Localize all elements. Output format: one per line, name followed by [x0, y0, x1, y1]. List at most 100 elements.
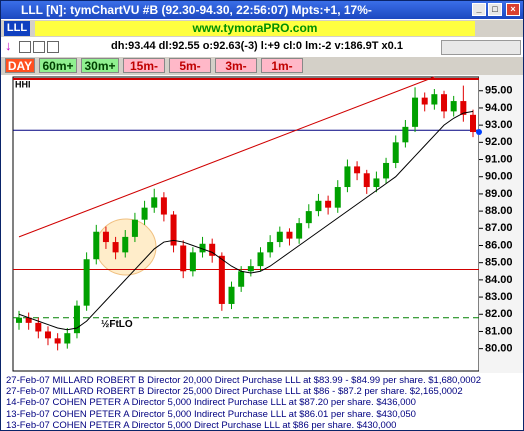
- candle-body: [16, 317, 22, 323]
- candle-body: [218, 255, 225, 304]
- y-tick-label: 86.00: [485, 239, 513, 251]
- minimize-button[interactable]: _: [472, 3, 486, 16]
- arrow-icon[interactable]: ↓: [5, 38, 12, 53]
- candle-body: [373, 178, 380, 188]
- candle-body: [35, 322, 42, 332]
- y-tick-label: 81.00: [485, 325, 513, 337]
- y-tick-label: 89.00: [485, 188, 513, 200]
- y-tick-label: 91.00: [485, 153, 513, 165]
- symbol-row: LLL www.tymoraPRO.com: [1, 20, 523, 37]
- insider-list: 27-Feb-07 MILLARD ROBERT B Director 20,0…: [6, 375, 482, 431]
- checkbox[interactable]: [19, 41, 31, 53]
- timeframe-button[interactable]: 5m-: [169, 58, 211, 73]
- candle-body: [276, 231, 283, 243]
- candle-body: [431, 94, 438, 105]
- candle-body: [160, 197, 167, 215]
- candle-body: [93, 231, 100, 260]
- candle-body: [180, 245, 187, 272]
- insider-line: 14-Feb-07 COHEN PETER A Director 5,000 I…: [6, 397, 416, 409]
- chart: 80.00 81.00 82.00 83.00 84.00 85.00 86.00 87.00…: [12, 75, 523, 373]
- y-tick-label: 95.00: [485, 85, 513, 97]
- close-button[interactable]: ×: [506, 3, 520, 16]
- candle-body: [247, 266, 254, 272]
- insider-line: 27-Feb-07 MILLARD ROBERT B Director 20,0…: [6, 375, 482, 386]
- maximize-button[interactable]: □: [488, 3, 502, 16]
- moving-average: [18, 110, 474, 331]
- candle-body: [141, 207, 148, 220]
- timeframe-row: DAY 60m+ 30m+ 15m- 5m- 3m- 1m-: [1, 57, 523, 75]
- candle-body: [305, 211, 312, 224]
- candle-body: [363, 173, 370, 188]
- candle-body: [354, 166, 361, 174]
- candle-body: [344, 166, 351, 188]
- candle-body: [286, 231, 293, 239]
- status-row: ↓ dh:93.44 dl:92.55 o:92.63(-3) l:+9 cl:…: [1, 38, 523, 56]
- timeframe-button[interactable]: 15m-: [123, 58, 165, 73]
- axis-bg: [479, 75, 523, 373]
- insider-line: 27-Feb-07 MILLARD ROBERT B Director 25,0…: [6, 386, 463, 398]
- candle-body: [412, 97, 419, 127]
- title-bar: LLL [N]: tymChartVU #B (92.30-94.30, 22:…: [1, 1, 523, 19]
- checkbox[interactable]: [33, 41, 45, 53]
- candle-body: [73, 305, 80, 334]
- site-banner[interactable]: www.tymoraPRO.com: [35, 21, 475, 36]
- candle-body: [296, 223, 303, 239]
- candle-body: [470, 114, 476, 133]
- status-text: dh:93.44 dl:92.55 o:92.63(-3) l:+9 cl:0 …: [111, 40, 403, 52]
- candle-body: [421, 97, 428, 105]
- candle-body: [450, 101, 457, 112]
- y-tick-label: 85.00: [485, 257, 513, 269]
- plot-bg: [12, 76, 480, 372]
- chart-label: HHI: [15, 79, 31, 89]
- checkbox[interactable]: [47, 41, 59, 53]
- candle-body: [228, 286, 235, 304]
- candle-body: [257, 252, 264, 267]
- timeframe-button[interactable]: 60m+: [39, 58, 77, 73]
- candle-body: [315, 200, 322, 212]
- timeframe-button[interactable]: 1m-: [261, 58, 303, 73]
- chart-label: ½FtLO: [101, 319, 133, 330]
- candle-body: [460, 101, 467, 115]
- scrollbar[interactable]: [441, 40, 521, 55]
- candle-body: [383, 162, 390, 179]
- candle-body: [209, 243, 216, 256]
- y-tick-label: 90.00: [485, 171, 513, 183]
- last-price-dot: [476, 129, 482, 136]
- candle-body: [189, 252, 196, 272]
- y-tick-label: 84.00: [485, 274, 513, 286]
- candle-body: [441, 94, 448, 112]
- insider-line: 13-Feb-07 COHEN PETER A Director 5,000 D…: [6, 419, 397, 431]
- candle-body: [83, 259, 90, 306]
- timeframe-button[interactable]: DAY: [5, 58, 35, 73]
- candle-body: [64, 333, 71, 344]
- candle-body: [122, 236, 129, 253]
- candle-body: [112, 242, 119, 253]
- candle-body: [199, 243, 206, 253]
- y-tick-label: 94.00: [485, 102, 513, 114]
- timeframe-button[interactable]: 30m+: [81, 58, 119, 73]
- candle-body: [334, 187, 341, 208]
- candle-body: [170, 214, 177, 246]
- candle-body: [392, 142, 399, 163]
- y-tick-label: 83.00: [485, 291, 513, 303]
- y-tick-label: 88.00: [485, 205, 513, 217]
- candle-body: [44, 331, 51, 339]
- candle-body: [54, 338, 61, 344]
- y-tick-label: 82.00: [485, 308, 513, 320]
- y-tick-label: 87.00: [485, 222, 513, 234]
- candle-body: [402, 126, 409, 143]
- y-tick-label: 92.00: [485, 136, 513, 148]
- trend-line: [18, 76, 435, 238]
- candle-body: [25, 317, 32, 323]
- candle-body: [151, 197, 158, 208]
- window-title: LLL [N]: tymChartVU #B (92.30-94.30, 22:…: [21, 3, 372, 17]
- candle-body: [267, 242, 274, 253]
- candle-body: [131, 219, 138, 237]
- timeframe-button[interactable]: 3m-: [215, 58, 257, 73]
- symbol-box[interactable]: LLL: [4, 21, 30, 36]
- y-tick-label: 80.00: [485, 343, 513, 355]
- candle-body: [325, 200, 332, 208]
- insider-line: 13-Feb-07 COHEN PETER A Director 5,000 I…: [6, 408, 416, 420]
- y-tick-label: 93.00: [485, 119, 513, 131]
